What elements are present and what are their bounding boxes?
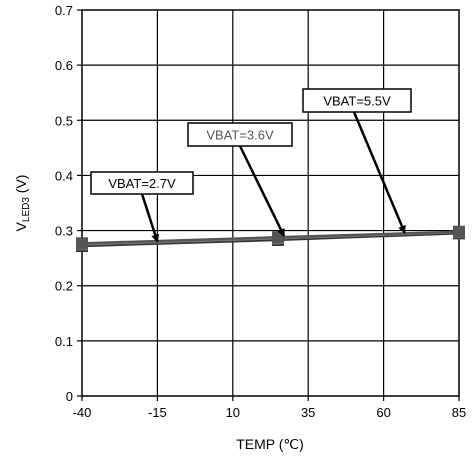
callout-label: VBAT=3.6V <box>206 128 274 143</box>
series-group <box>76 225 465 253</box>
y-axis-ticks: 0 0.1 0.2 0.3 0.4 0.5 0.6 0.7 <box>55 3 82 404</box>
y-tick-label: 0.7 <box>55 3 73 18</box>
series-marker <box>76 237 88 250</box>
x-tick-label: 60 <box>376 405 390 420</box>
y-tick-label: 0 <box>66 389 73 404</box>
x-tick-label: 35 <box>301 405 315 420</box>
grid <box>82 10 459 396</box>
callout-label: VBAT=5.5V <box>323 94 391 109</box>
plot-frame <box>81 9 460 397</box>
x-tick-label: -15 <box>148 405 167 420</box>
callout-arrow <box>140 193 160 243</box>
y-axis-title-unit: (V) <box>13 175 29 198</box>
y-tick-label: 0.3 <box>55 224 73 239</box>
series-marker <box>453 225 465 238</box>
callout-label: VBAT=2.7V <box>108 176 176 191</box>
y-tick-label: 0.1 <box>55 334 73 349</box>
callout-box <box>187 122 293 147</box>
y-axis-title-main: V <box>13 221 29 231</box>
x-tick-label: -40 <box>73 405 92 420</box>
x-tick-label: 10 <box>226 405 240 420</box>
y-tick-label: 0.2 <box>55 279 73 294</box>
callout-box <box>90 171 194 195</box>
x-axis-title: TEMP (℃) <box>236 436 304 452</box>
y-axis-title-subscript: LED3 <box>21 197 32 222</box>
x-axis-ticks: -40 -15 10 35 60 85 <box>73 396 466 420</box>
callout-arrow <box>352 111 406 234</box>
y-tick-label: 0.6 <box>55 58 73 73</box>
y-axis-title: VLED3 (V) <box>13 175 32 232</box>
y-tick-label: 0.4 <box>55 168 73 183</box>
y-tick-label: 0.5 <box>55 113 73 128</box>
callout-arrow <box>238 145 286 237</box>
callouts: VBAT=2.7V VBAT=3.6V VBAT=5.5V <box>90 88 412 243</box>
x-tick-label: 85 <box>452 405 466 420</box>
callout-box <box>302 88 412 113</box>
